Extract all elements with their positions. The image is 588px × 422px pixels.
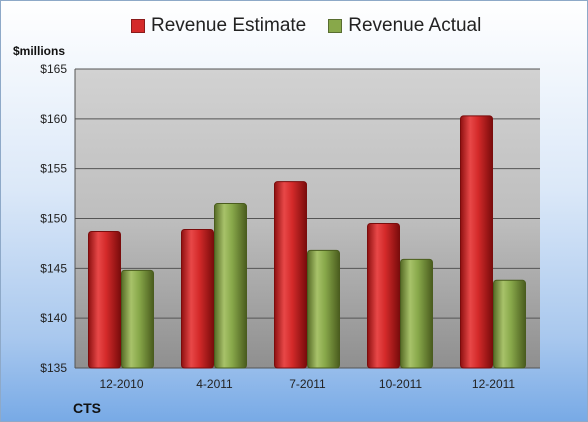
bar-estimate (181, 228, 214, 369)
bar-estimate (88, 230, 121, 369)
bar-actual (121, 269, 154, 369)
bar-actual (307, 249, 340, 369)
legend-swatch-actual (328, 19, 343, 33)
y-tick-label: $140 (40, 311, 67, 325)
y-tick-label: $165 (40, 62, 67, 76)
legend-label-estimate: Revenue Estimate (151, 15, 307, 36)
y-tick-label: $155 (40, 162, 67, 176)
legend-item-actual: Revenue Actual (328, 15, 481, 37)
y-tick-label: $145 (40, 261, 67, 275)
bar-estimate (460, 115, 493, 369)
x-tick-label: 7-2011 (289, 377, 326, 391)
bar-actual (493, 279, 526, 369)
y-tick-label: $160 (40, 112, 67, 126)
legend-item-estimate: Revenue Estimate (131, 15, 306, 37)
y-axis-unit-label: $millions (13, 44, 66, 58)
x-tick-label: 4-2011 (196, 377, 233, 391)
y-tick-label: $135 (40, 361, 67, 375)
legend-swatch-estimate (131, 19, 145, 33)
x-tick-label: 12-2010 (99, 377, 143, 391)
legend-label-actual: Revenue Actual (348, 15, 482, 36)
bar-actual (214, 203, 247, 369)
x-tick-label: 10-2011 (379, 377, 422, 391)
bar-actual (400, 258, 433, 369)
legend: Revenue Estimate Revenue Actual (131, 15, 503, 37)
x-tick-label: 12-2011 (472, 377, 515, 391)
company-label: CTS (73, 400, 101, 416)
bar-estimate (274, 181, 307, 369)
bar-estimate (367, 222, 400, 369)
y-tick-label: $150 (40, 212, 67, 226)
